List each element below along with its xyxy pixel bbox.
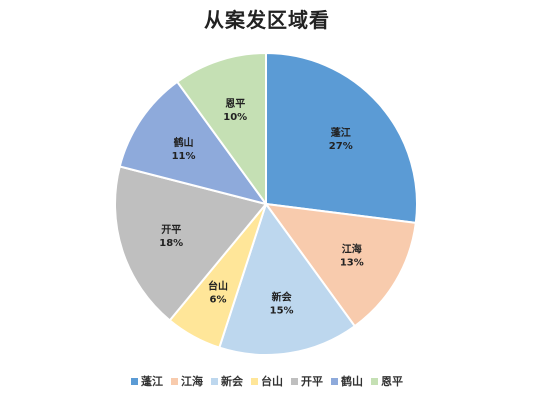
legend-swatch: [331, 377, 338, 385]
pie-slice-2: [263, 202, 417, 328]
legend-swatch: [291, 377, 298, 385]
slice-percent-label: 6%: [209, 294, 226, 305]
slice-percent-label: 10%: [223, 112, 247, 123]
legend-item: 江海: [171, 373, 203, 389]
legend-label: 蓬江: [141, 375, 163, 388]
legend-label: 江海: [181, 375, 203, 388]
pie-slice-5: [114, 165, 268, 322]
pie-slice-7: [175, 51, 267, 208]
legend-label: 台山: [261, 375, 283, 388]
slice-category-label: 开平: [161, 224, 181, 236]
legend-swatch: [371, 377, 378, 385]
slice-percent-label: 15%: [270, 305, 294, 316]
slice-category-label: 台山: [208, 279, 228, 292]
pie-chart: 蓬江 27% 江海 13% 新会 15% 台山 6% 开平 18% 鹤山 11% 恩平 10%: [114, 51, 418, 356]
legend-item: 新会: [211, 373, 243, 389]
slice-category-label: 蓬江: [331, 126, 351, 139]
chart-legend: 蓬江 江海 新会 台山 开平 鹤山 恩平: [0, 373, 534, 389]
pie-slice-1: [265, 51, 418, 225]
slice-category-label: 新会: [272, 290, 292, 303]
legend-item: 开平: [291, 373, 323, 389]
slice-percent-label: 11%: [172, 151, 196, 162]
legend-swatch: [131, 377, 138, 385]
legend-item: 台山: [251, 373, 283, 389]
legend-swatch: [211, 377, 218, 385]
legend-label: 新会: [221, 375, 243, 388]
legend-item: 恩平: [371, 373, 403, 389]
pie-slice-3: [218, 201, 357, 356]
slice-percent-label: 27%: [329, 141, 353, 152]
slice-percent-label: 13%: [340, 258, 364, 269]
slice-percent-label: 18%: [159, 238, 183, 249]
legend-swatch: [171, 377, 178, 385]
chart-title: 从案发区域看: [204, 8, 330, 32]
legend-label: 恩平: [381, 375, 403, 388]
slice-category-label: 恩平: [225, 98, 245, 110]
pie-slice-6: [118, 80, 269, 206]
slice-category-label: 江海: [342, 243, 362, 256]
slice-category-label: 鹤山: [173, 136, 194, 149]
legend-label: 开平: [301, 375, 323, 388]
legend-item: 蓬江: [131, 373, 163, 389]
legend-label: 鹤山: [341, 375, 363, 388]
legend-swatch: [251, 377, 258, 385]
legend-item: 鹤山: [331, 373, 363, 389]
